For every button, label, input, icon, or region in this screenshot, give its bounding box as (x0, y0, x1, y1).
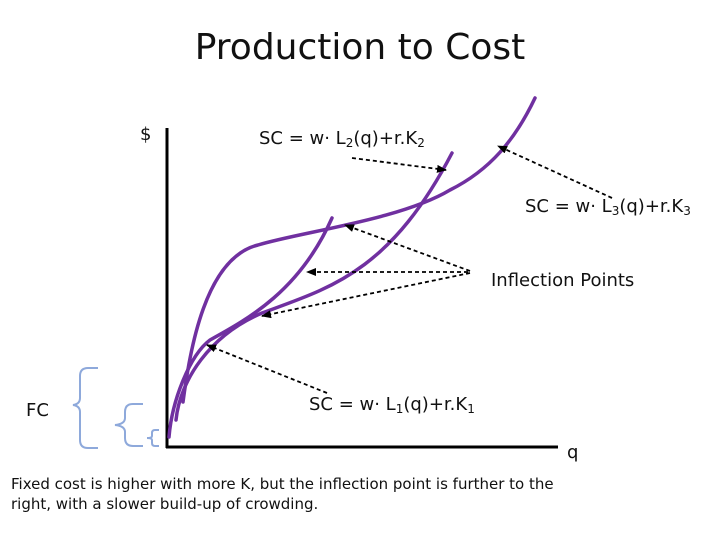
sc3-label-sub2: 3 (683, 204, 691, 218)
sc1-curve (167, 216, 334, 439)
sc3-label-prefix: SC = w· L (525, 196, 612, 217)
inflection-arrow-3 (261, 272, 471, 319)
sc1-label-arrow (206, 344, 328, 394)
slide-title: Production to Cost (194, 27, 526, 68)
inflection-points-label: Inflection Points (491, 270, 635, 291)
fc-bracket-small (146, 429, 159, 447)
sc3-label-mid: (q)+r.K (619, 196, 684, 217)
sc2-label-prefix: SC = w· L (259, 128, 346, 149)
sc2-label-sub1: 2 (345, 136, 354, 150)
sc1-label-mid: (q)+r.K (403, 394, 468, 415)
inflection-arrow-1 (344, 224, 471, 272)
x-axis-label: q (567, 442, 579, 463)
caption: Fixed cost is higher with more K, but th… (11, 475, 554, 513)
sc2-label-sub2: 2 (417, 136, 425, 150)
sc3-label-sub1: 3 (611, 204, 620, 218)
y-axis-label: $ (140, 124, 152, 145)
sc1-label-sub1: 1 (395, 402, 404, 416)
sc1-label-prefix: SC = w· L (309, 394, 396, 415)
sc2-label-mid: (q)+r.K (353, 128, 418, 149)
sc2-curve (174, 151, 454, 422)
sc1-label-sub2: 1 (467, 402, 475, 416)
sc3-curve (181, 96, 537, 404)
fixed-cost-label: FC (26, 400, 49, 421)
fc-bracket-medium (114, 403, 143, 447)
fc-bracket-large (72, 367, 98, 449)
sc3-label-arrow (497, 145, 613, 199)
sc3-label: SC = w· L3(q)+r.K3 (525, 196, 691, 222)
sc2-label-arrow (351, 157, 447, 173)
sc2-label: SC = w· L2(q)+r.K2 (259, 128, 425, 154)
sc1-label: SC = w· L1(q)+r.K1 (309, 394, 475, 420)
